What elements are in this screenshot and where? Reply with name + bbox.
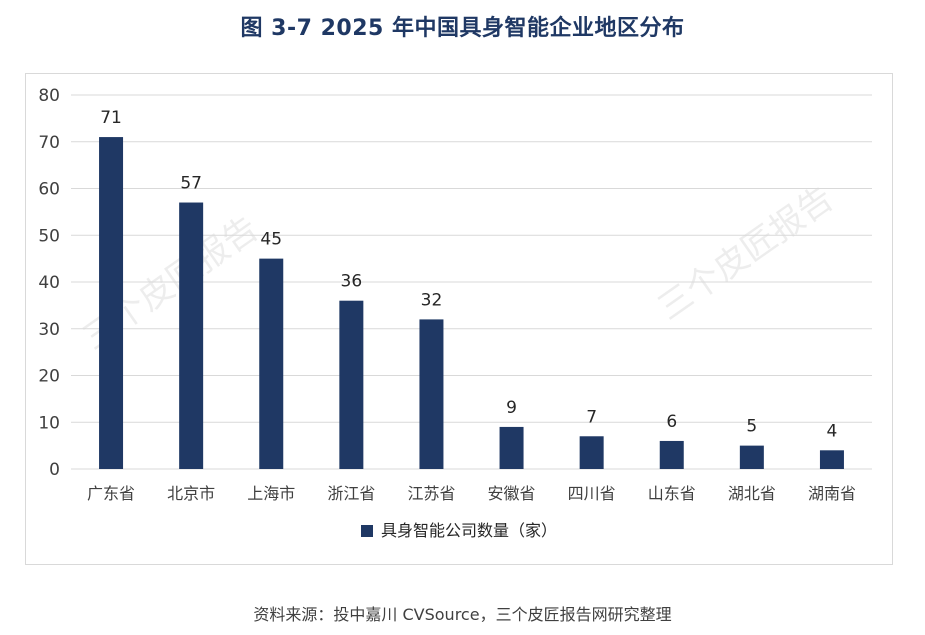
bar bbox=[819, 450, 844, 469]
y-tick-label: 80 bbox=[38, 86, 60, 106]
bar bbox=[659, 440, 684, 469]
bar bbox=[739, 445, 764, 469]
data-label: 4 bbox=[827, 421, 838, 441]
y-tick-label: 70 bbox=[38, 133, 60, 153]
x-tick-label: 安徽省 bbox=[488, 484, 536, 503]
y-tick-label: 10 bbox=[38, 413, 60, 433]
bar bbox=[259, 258, 284, 469]
source-note: 资料来源：投中嘉川 CVSource，三个皮匠报告网研究整理 bbox=[253, 605, 672, 624]
bar-chart: 0102030405060708071广东省57北京市45上海市36浙江省32江… bbox=[38, 86, 872, 540]
bar bbox=[499, 426, 524, 469]
y-tick-label: 50 bbox=[38, 226, 60, 246]
bar bbox=[419, 319, 444, 469]
x-tick-label: 上海市 bbox=[247, 484, 295, 503]
x-tick-label: 四川省 bbox=[568, 484, 616, 503]
bar bbox=[179, 202, 204, 469]
data-label: 5 bbox=[746, 417, 757, 437]
y-tick-label: 20 bbox=[38, 367, 60, 387]
figure-title: 图 3-7 2025 年中国具身智能企业地区分布 bbox=[240, 16, 685, 41]
legend-swatch bbox=[361, 525, 373, 537]
x-tick-label: 湖南省 bbox=[808, 484, 856, 503]
data-label: 32 bbox=[421, 290, 443, 310]
x-tick-label: 浙江省 bbox=[327, 484, 375, 503]
x-tick-label: 山东省 bbox=[648, 484, 696, 503]
data-label: 7 bbox=[586, 407, 597, 427]
data-label: 36 bbox=[341, 272, 363, 292]
chart-frame: 三个皮匠报告 三个皮匠报告 0 10 20 30 40 50 60 70 80 71 广东省 57 北京… bbox=[25, 73, 893, 565]
y-tick-label: 60 bbox=[38, 180, 60, 200]
y-tick-label: 40 bbox=[38, 273, 60, 293]
data-label: 71 bbox=[100, 108, 122, 128]
data-label: 57 bbox=[180, 174, 202, 194]
bar bbox=[579, 436, 604, 469]
bar bbox=[99, 137, 124, 469]
x-tick-label: 广东省 bbox=[87, 484, 135, 503]
x-tick-label: 湖北省 bbox=[728, 484, 776, 503]
x-tick-label: 北京市 bbox=[167, 484, 215, 503]
bar bbox=[339, 300, 364, 469]
y-tick-label: 30 bbox=[38, 320, 60, 340]
data-label: 6 bbox=[666, 412, 677, 432]
y-tick-label: 0 bbox=[49, 460, 60, 480]
data-label: 45 bbox=[260, 230, 282, 250]
data-label: 9 bbox=[506, 398, 517, 418]
legend-label: 具身智能公司数量（家） bbox=[381, 521, 557, 540]
x-tick-label: 江苏省 bbox=[407, 484, 455, 503]
